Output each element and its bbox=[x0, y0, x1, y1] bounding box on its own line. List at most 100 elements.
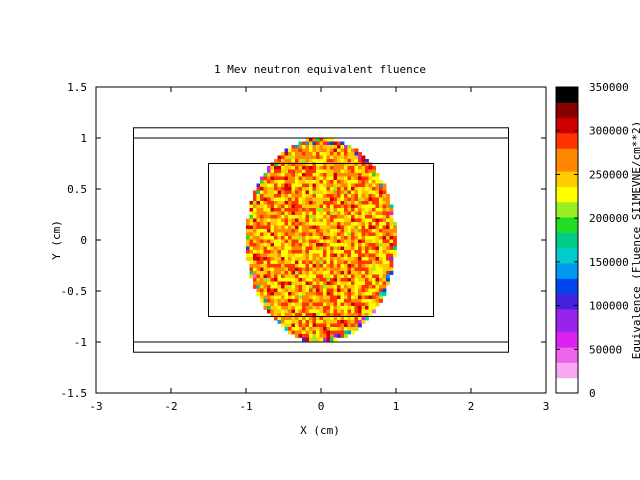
heatmap-cell bbox=[337, 229, 341, 233]
heatmap-cell bbox=[358, 320, 362, 324]
heatmap-cell bbox=[340, 320, 345, 324]
heatmap-cell bbox=[267, 201, 271, 205]
colorbar-band bbox=[556, 270, 578, 279]
heatmap-cell bbox=[274, 278, 278, 282]
heatmap-cell bbox=[347, 152, 352, 156]
heatmap-cell bbox=[295, 295, 299, 300]
heatmap-cell bbox=[270, 204, 275, 209]
heatmap-cell bbox=[263, 246, 268, 251]
heatmap-cell bbox=[319, 330, 324, 335]
heatmap-cell bbox=[281, 306, 285, 310]
heatmap-cell bbox=[372, 267, 376, 272]
heatmap-cell bbox=[291, 243, 296, 247]
heatmap-cell bbox=[340, 211, 345, 216]
heatmap-cell bbox=[309, 152, 313, 156]
heatmap-cell bbox=[295, 334, 299, 338]
heatmap-cell bbox=[358, 201, 362, 205]
heatmap-cell bbox=[274, 271, 278, 275]
heatmap-cell bbox=[316, 271, 320, 275]
heatmap-cell bbox=[260, 180, 264, 184]
heatmap-cell bbox=[249, 274, 254, 279]
heatmap-cell bbox=[274, 285, 278, 289]
heatmap-cell bbox=[382, 271, 387, 275]
heatmap-cell bbox=[298, 306, 303, 310]
heatmap-cell bbox=[316, 166, 320, 170]
heatmap-cell bbox=[344, 194, 348, 198]
heatmap-cell bbox=[316, 173, 320, 177]
heatmap-cell bbox=[284, 243, 289, 247]
heatmap-cell bbox=[288, 295, 292, 300]
heatmap-cell bbox=[295, 239, 299, 244]
heatmap-cell bbox=[382, 208, 387, 212]
heatmap-cell bbox=[375, 232, 380, 237]
heatmap-cell bbox=[249, 264, 254, 268]
heatmap-cell bbox=[270, 194, 275, 198]
heatmap-cell bbox=[340, 246, 345, 251]
heatmap-cell bbox=[319, 148, 324, 153]
heatmap-cell bbox=[372, 250, 376, 254]
heatmap-cell bbox=[365, 162, 369, 167]
heatmap-cell bbox=[337, 215, 341, 219]
heatmap-cell bbox=[393, 253, 397, 258]
heatmap-cell bbox=[347, 229, 352, 233]
heatmap-cell bbox=[270, 281, 275, 286]
heatmap-cell bbox=[305, 222, 310, 226]
heatmap-cell bbox=[284, 313, 289, 317]
heatmap-cell bbox=[326, 232, 331, 237]
heatmap-cell bbox=[386, 197, 390, 202]
heatmap-cell bbox=[386, 236, 390, 240]
heatmap-cell bbox=[330, 330, 334, 335]
heatmap-cell bbox=[253, 229, 257, 233]
heatmap-cell bbox=[319, 176, 324, 181]
heatmap-cell bbox=[298, 187, 303, 191]
heatmap-cell bbox=[291, 232, 296, 237]
heatmap-cell bbox=[305, 229, 310, 233]
heatmap-cell bbox=[281, 299, 285, 303]
heatmap-cell bbox=[330, 274, 334, 279]
heatmap-cell bbox=[340, 180, 345, 184]
heatmap-cell bbox=[340, 309, 345, 314]
heatmap-cell bbox=[319, 141, 324, 146]
heatmap-cell bbox=[382, 285, 387, 289]
heatmap-cell bbox=[298, 218, 303, 223]
heatmap-cell bbox=[281, 236, 285, 240]
heatmap-cell bbox=[274, 159, 278, 163]
heatmap-cell bbox=[361, 229, 366, 233]
heatmap-cell bbox=[263, 204, 268, 209]
x-tick-label: 0 bbox=[318, 400, 325, 413]
colorbar-band bbox=[556, 171, 578, 180]
heatmap-cell bbox=[267, 243, 271, 247]
heatmap-cell bbox=[253, 197, 257, 202]
heatmap-cell bbox=[354, 316, 359, 321]
heatmap-cell bbox=[302, 246, 306, 251]
heatmap-cell bbox=[305, 320, 310, 324]
heatmap-cell bbox=[284, 327, 289, 331]
heatmap-cell bbox=[372, 295, 376, 300]
heatmap-cell bbox=[305, 337, 310, 342]
heatmap-cell bbox=[274, 232, 278, 237]
colorbar-band bbox=[556, 339, 578, 348]
heatmap-cell bbox=[337, 267, 341, 272]
heatmap-cell bbox=[246, 218, 250, 223]
heatmap-cell bbox=[284, 264, 289, 268]
heatmap-cell bbox=[305, 316, 310, 321]
heatmap-cell bbox=[372, 257, 376, 261]
heatmap-cell bbox=[277, 225, 282, 230]
heatmap-cell bbox=[333, 257, 338, 261]
heatmap-cell bbox=[256, 229, 261, 233]
heatmap-cell bbox=[312, 187, 317, 191]
heatmap-cell bbox=[340, 236, 345, 240]
heatmap-cell bbox=[358, 309, 362, 314]
heatmap-cell bbox=[295, 313, 299, 317]
heatmap-cell bbox=[386, 239, 390, 244]
heatmap-cell bbox=[330, 201, 334, 205]
heatmap-cell bbox=[274, 169, 278, 174]
heatmap-cell bbox=[270, 292, 275, 296]
heatmap-cell bbox=[386, 222, 390, 226]
heatmap-cell bbox=[316, 274, 320, 279]
heatmap-cell bbox=[298, 204, 303, 209]
heatmap-cell bbox=[365, 187, 369, 191]
heatmap-cell bbox=[277, 232, 282, 237]
